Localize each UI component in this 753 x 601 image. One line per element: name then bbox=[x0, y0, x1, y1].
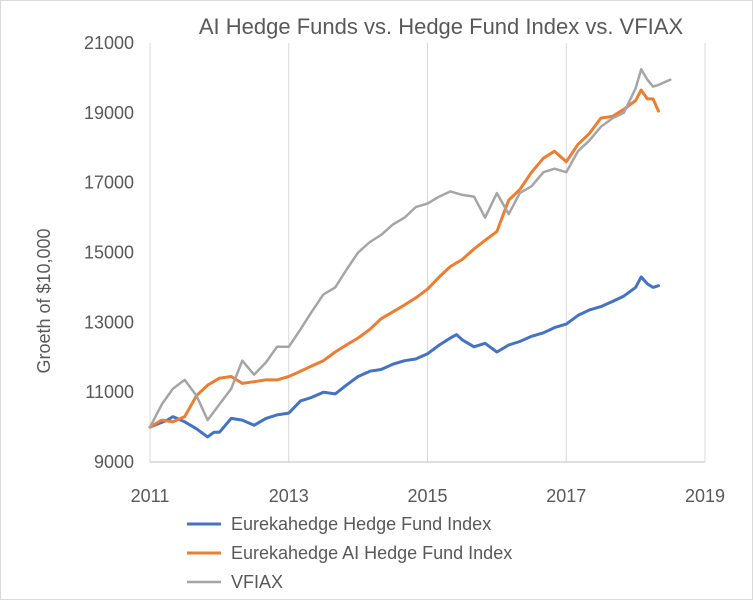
y-tick-label: 13000 bbox=[84, 312, 134, 332]
series-line-1 bbox=[148, 275, 660, 439]
series-layer bbox=[148, 67, 672, 439]
legend: Eurekahedge Hedge Fund Index Eurekahedge … bbox=[187, 514, 512, 592]
y-tick-label: 19000 bbox=[84, 103, 134, 123]
y-tick-label: 21000 bbox=[84, 33, 134, 53]
x-tick-label: 2019 bbox=[685, 486, 725, 506]
y-axis-label: Groeth of $10,000 bbox=[34, 228, 54, 373]
y-tick-label: 17000 bbox=[84, 173, 134, 193]
legend-label: Eurekahedge Hedge Fund Index bbox=[231, 514, 491, 534]
legend-label: VFIAX bbox=[231, 572, 283, 592]
x-tick-label: 2013 bbox=[269, 486, 309, 506]
legend-label: Eurekahedge AI Hedge Fund Index bbox=[231, 543, 512, 563]
chart-title: AI Hedge Funds vs. Hedge Fund Index vs. … bbox=[199, 14, 684, 39]
x-tick-label: 2017 bbox=[546, 486, 586, 506]
y-tick-label: 9000 bbox=[94, 452, 134, 472]
series-line-2 bbox=[148, 88, 660, 429]
y-tick-label: 11000 bbox=[85, 382, 134, 402]
x-tick-label: 2015 bbox=[407, 486, 447, 506]
grid-layer bbox=[149, 43, 706, 462]
x-tick-label: 2011 bbox=[131, 486, 170, 506]
axis-layer: 2011 2013 2015 2017 2019 9000 11000 13000 15000 1… bbox=[84, 33, 725, 506]
y-tick-label: 15000 bbox=[84, 243, 134, 263]
series-line-3 bbox=[148, 67, 672, 429]
